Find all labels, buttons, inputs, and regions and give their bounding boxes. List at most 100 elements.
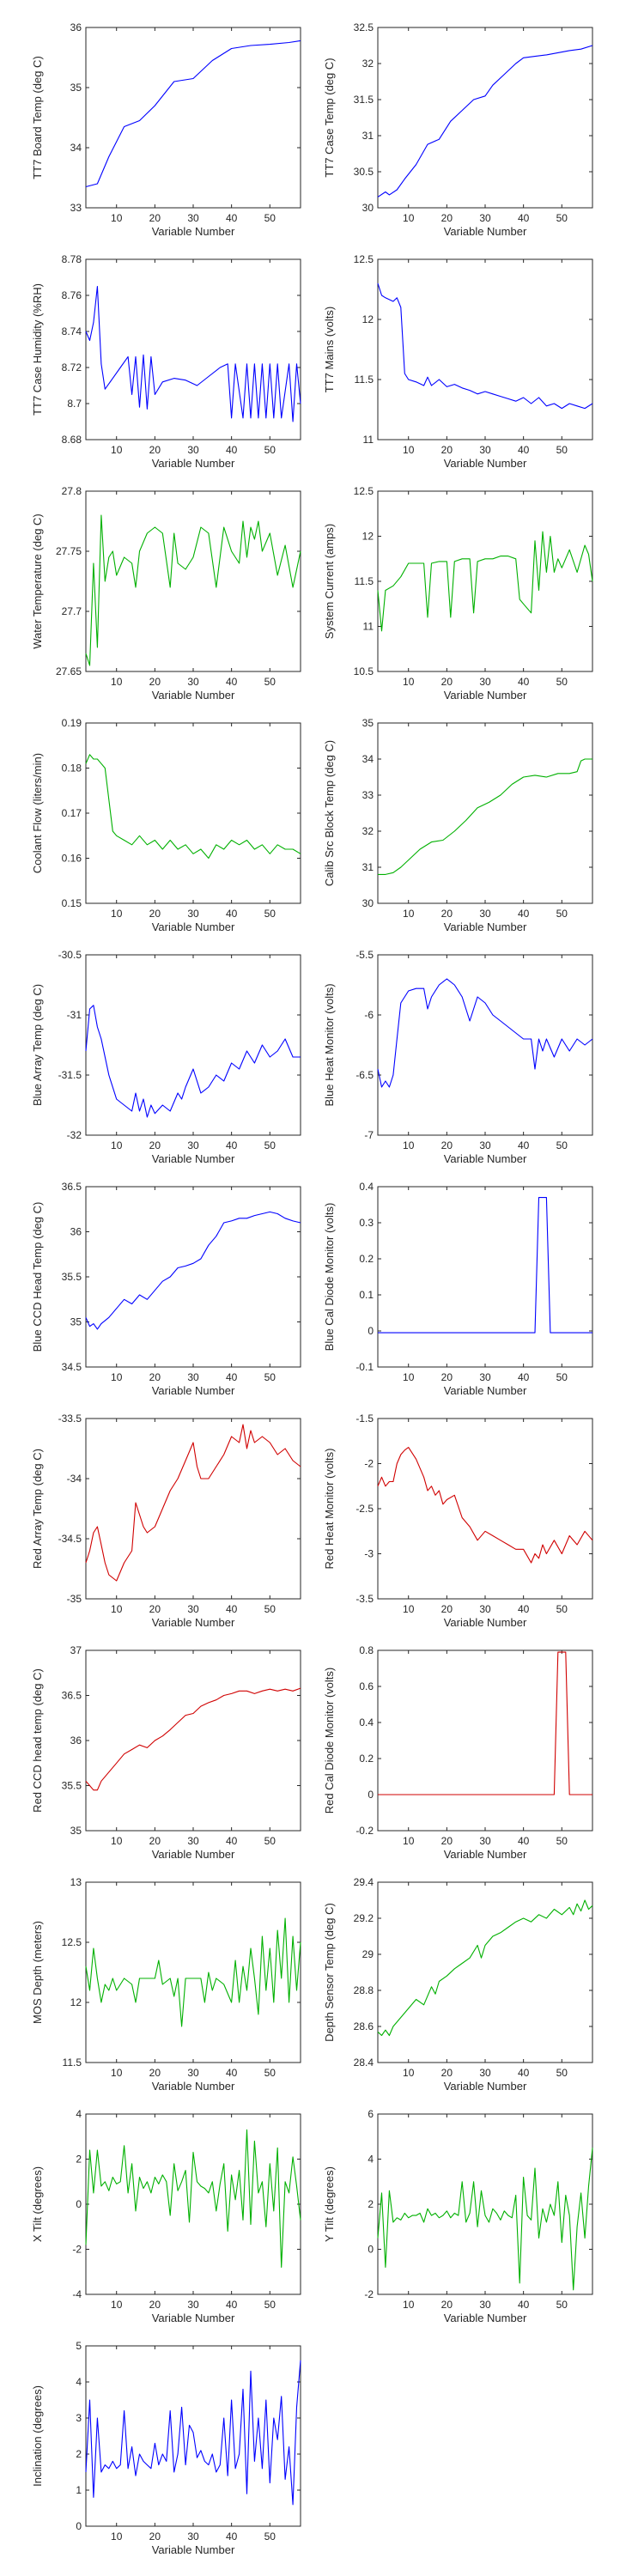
- y-tick-label: -35: [67, 1593, 82, 1605]
- y-tick-label: 31: [362, 130, 374, 142]
- x-tick-label: 40: [518, 908, 530, 920]
- y-tick-label: 33: [362, 789, 374, 801]
- x-tick-label: 50: [556, 2067, 568, 2079]
- x-tick-label: 50: [264, 1603, 276, 1615]
- y-axis-label: Red Array Temp (deg C): [31, 1449, 44, 1569]
- series-line: [378, 1651, 592, 1795]
- x-tick-label: 30: [187, 2530, 199, 2543]
- plot-frame: [377, 1186, 593, 1368]
- x-tick-label: 50: [556, 1371, 568, 1383]
- y-axis-label: Y Tilt (degrees): [323, 2166, 336, 2242]
- series-line: [377, 531, 593, 632]
- y-tick-label: 0: [368, 1325, 374, 1337]
- x-tick-label: 20: [149, 1371, 161, 1383]
- x-tick-label: 50: [556, 2299, 568, 2311]
- y-axis-label: TT7 Mains (volts): [323, 307, 336, 392]
- y-tick-label: 35: [70, 1825, 82, 1837]
- y-tick-label: 29.2: [354, 1912, 374, 1924]
- x-tick-label: 30: [479, 1835, 491, 1847]
- chart-panel-8: 10 20 30 40 50 30 31 32 33 34 35 Variable Number Cal…: [323, 717, 593, 933]
- y-axis-label: Blue Array Temp (deg C): [31, 984, 44, 1106]
- plot-frame: [377, 27, 593, 209]
- chart-panel-7: 10 20 30 40 50 0.15 0.16 0.17 0.18 0.19 Variable N…: [31, 717, 301, 933]
- x-tick-label: 50: [556, 908, 568, 920]
- plot-frame: [85, 1186, 301, 1368]
- y-tick-label: 12.5: [62, 1936, 82, 1948]
- x-tick-label: 10: [111, 212, 123, 224]
- plot-frame: [85, 490, 301, 672]
- x-tick-label: 20: [441, 1603, 453, 1615]
- x-tick-label: 20: [149, 2067, 161, 2079]
- x-tick-label: 30: [187, 2067, 199, 2079]
- y-tick-label: 0.19: [62, 717, 82, 729]
- y-tick-label: 0: [76, 2520, 82, 2532]
- y-tick-label: 11.5: [355, 575, 374, 587]
- chart-panel-1: 10 20 30 40 50 33 34 35 36 Variable Number TT7 Boa…: [31, 21, 301, 238]
- y-tick-label: -0.1: [355, 1361, 374, 1373]
- x-tick-label: 10: [403, 2299, 415, 2311]
- y-tick-label: -32: [67, 1129, 82, 1141]
- x-tick-label: 50: [556, 1603, 568, 1615]
- y-tick-label: -2: [364, 1458, 374, 1470]
- y-tick-label: 0.6: [359, 1680, 374, 1692]
- y-axis-label: Red CCD head temp (deg C): [31, 1668, 44, 1813]
- x-tick-label: 30: [187, 212, 199, 224]
- x-tick-label: 40: [226, 1603, 238, 1615]
- x-axis-label: Variable Number: [152, 1616, 235, 1629]
- x-tick-label: 20: [149, 212, 161, 224]
- plot-frame: [377, 722, 593, 904]
- series-line: [377, 283, 593, 410]
- y-tick-label: 37: [70, 1644, 82, 1656]
- x-tick-label: 10: [111, 2530, 123, 2543]
- series-line: [377, 1899, 593, 2037]
- x-tick-label: 50: [556, 676, 568, 688]
- x-tick-label: 10: [111, 444, 123, 456]
- x-tick-label: 40: [226, 1835, 238, 1847]
- y-tick-label: -0.2: [355, 1825, 374, 1837]
- x-tick-label: 20: [149, 1835, 161, 1847]
- y-axis-label: Calib Src Block Temp (deg C): [323, 740, 336, 886]
- y-tick-label: 35.5: [62, 1780, 82, 1792]
- plot-frame: [85, 2113, 301, 2295]
- x-tick-label: 40: [226, 908, 238, 920]
- y-tick-label: 0.15: [62, 897, 82, 909]
- y-tick-label: -2: [72, 2244, 82, 2256]
- x-tick-label: 30: [479, 908, 491, 920]
- plot-frame: [85, 27, 301, 209]
- y-tick-label: 27.75: [56, 545, 82, 557]
- y-tick-label: 30.5: [354, 166, 374, 178]
- y-tick-label: -2.5: [355, 1503, 374, 1515]
- x-tick-label: 50: [556, 212, 568, 224]
- chart-panel-15: 10 20 30 40 50 35 35.5 36 36.5 37 Variable Number R…: [31, 1644, 301, 1861]
- x-tick-label: 10: [111, 908, 123, 920]
- x-tick-label: 10: [403, 676, 415, 688]
- y-tick-label: 12: [362, 531, 374, 543]
- chart-panel-10: 10 20 30 40 50 -7 -6.5 -6 -5.5 Variable Number Blu…: [323, 949, 593, 1165]
- y-tick-label: 2: [76, 2448, 82, 2460]
- y-tick-label: 11.5: [63, 2057, 82, 2069]
- x-tick-label: 50: [264, 2299, 276, 2311]
- x-tick-label: 20: [441, 676, 453, 688]
- y-tick-label: 4: [76, 2376, 82, 2388]
- y-axis-label: Blue Cal Diode Monitor (volts): [323, 1203, 336, 1352]
- y-axis-label: System Current (amps): [323, 524, 336, 639]
- x-tick-label: 20: [149, 908, 161, 920]
- x-tick-label: 30: [187, 444, 199, 456]
- y-tick-label: 36.5: [62, 1690, 82, 1702]
- y-axis-label: Water Temperature (deg C): [31, 513, 44, 649]
- y-axis-label: Blue CCD Head Temp (deg C): [31, 1202, 44, 1352]
- x-tick-label: 30: [479, 1603, 491, 1615]
- y-tick-label: 27.65: [56, 665, 82, 677]
- y-tick-label: -34: [67, 1473, 82, 1485]
- x-tick-label: 50: [264, 908, 276, 920]
- x-tick-label: 20: [149, 1603, 161, 1615]
- x-tick-label: 30: [479, 212, 491, 224]
- x-tick-label: 30: [187, 2299, 199, 2311]
- x-axis-label: Variable Number: [444, 2312, 527, 2324]
- y-axis-label: Red Cal Diode Monitor (volts): [323, 1668, 336, 1814]
- y-tick-label: 0: [368, 1789, 374, 1801]
- y-tick-label: 0.18: [62, 762, 82, 775]
- y-tick-label: -4: [72, 2288, 82, 2300]
- y-tick-label: 35.5: [62, 1271, 82, 1283]
- x-tick-label: 50: [556, 1139, 568, 1151]
